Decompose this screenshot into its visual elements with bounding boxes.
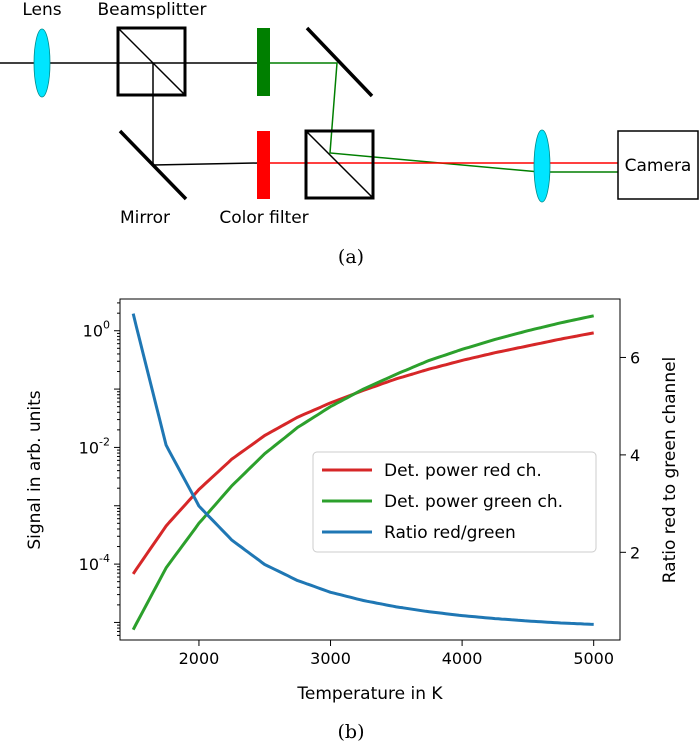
- y-left-tick-label: 100: [83, 319, 110, 341]
- y-right-tick-label: 2: [630, 543, 640, 562]
- red-filter-icon: [257, 131, 270, 199]
- lens-label: Lens: [22, 0, 61, 20]
- y-axis-right-label: Ratio red to green channel: [660, 357, 680, 584]
- beamsplitter-label: Beamsplitter: [98, 0, 207, 20]
- optical-diagram: Camera Lens Beamsplitter Mirror Color fi…: [0, 0, 699, 268]
- green-beam: [270, 62, 618, 173]
- color-filter-label: Color filter: [219, 208, 308, 228]
- x-tick-label: 2000: [179, 649, 220, 668]
- y-left-tick-exponent: -4: [99, 552, 110, 565]
- y-left-tick-label: 10-4: [79, 552, 110, 574]
- legend-label-2: Ratio red/green: [384, 523, 516, 543]
- y-left-tick-label: 10-2: [79, 435, 110, 457]
- camera-lens-icon: [533, 129, 551, 203]
- chart-legend: Det. power red ch. Det. power green ch. Ra…: [312, 451, 597, 553]
- y-right-tick-label: 4: [630, 446, 640, 465]
- green-filter-icon: [257, 28, 270, 96]
- y-left-tick-base: 10: [79, 438, 99, 457]
- series-line-2: [131, 313, 594, 626]
- camera-label: Camera: [625, 156, 692, 176]
- x-tick-label: 3000: [310, 649, 351, 668]
- lens-icon: [33, 28, 51, 98]
- x-tick-label: 5000: [573, 649, 614, 668]
- beamsplitter-1-icon: [116, 26, 187, 97]
- x-axis-label: Temperature in K: [296, 684, 443, 704]
- caption-a: (a): [338, 246, 364, 268]
- y-left-tick-base: 10: [79, 555, 99, 574]
- legend-label-0: Det. power red ch.: [384, 461, 542, 481]
- mirror-bottom-icon: [118, 129, 188, 201]
- chart-series: [131, 313, 595, 631]
- caption-b: (b): [338, 721, 365, 743]
- legend-box: [312, 451, 597, 553]
- x-axis: 2000 3000 4000 5000: [179, 640, 614, 668]
- camera-icon: [617, 130, 699, 200]
- mirror-top-icon: [305, 26, 374, 98]
- y-left-tick-exponent: 0: [103, 319, 110, 332]
- legend-label-1: Det. power green ch.: [384, 492, 563, 512]
- series-line-1: [131, 314, 595, 631]
- beamsplitter-2-icon: [304, 129, 375, 200]
- x-tick-label: 4000: [442, 649, 483, 668]
- mirror-beam: [152, 162, 259, 166]
- mirror-label: Mirror: [120, 208, 170, 228]
- y-right-tick-label: 6: [630, 348, 640, 367]
- plot-frame: [119, 298, 621, 641]
- y-left-tick-base: 10: [83, 322, 103, 341]
- y-left-tick-exponent: -2: [99, 435, 110, 448]
- y-axis-right: 2 4 6: [620, 348, 640, 562]
- y-axis-left-label: Signal in arb. units: [25, 390, 45, 549]
